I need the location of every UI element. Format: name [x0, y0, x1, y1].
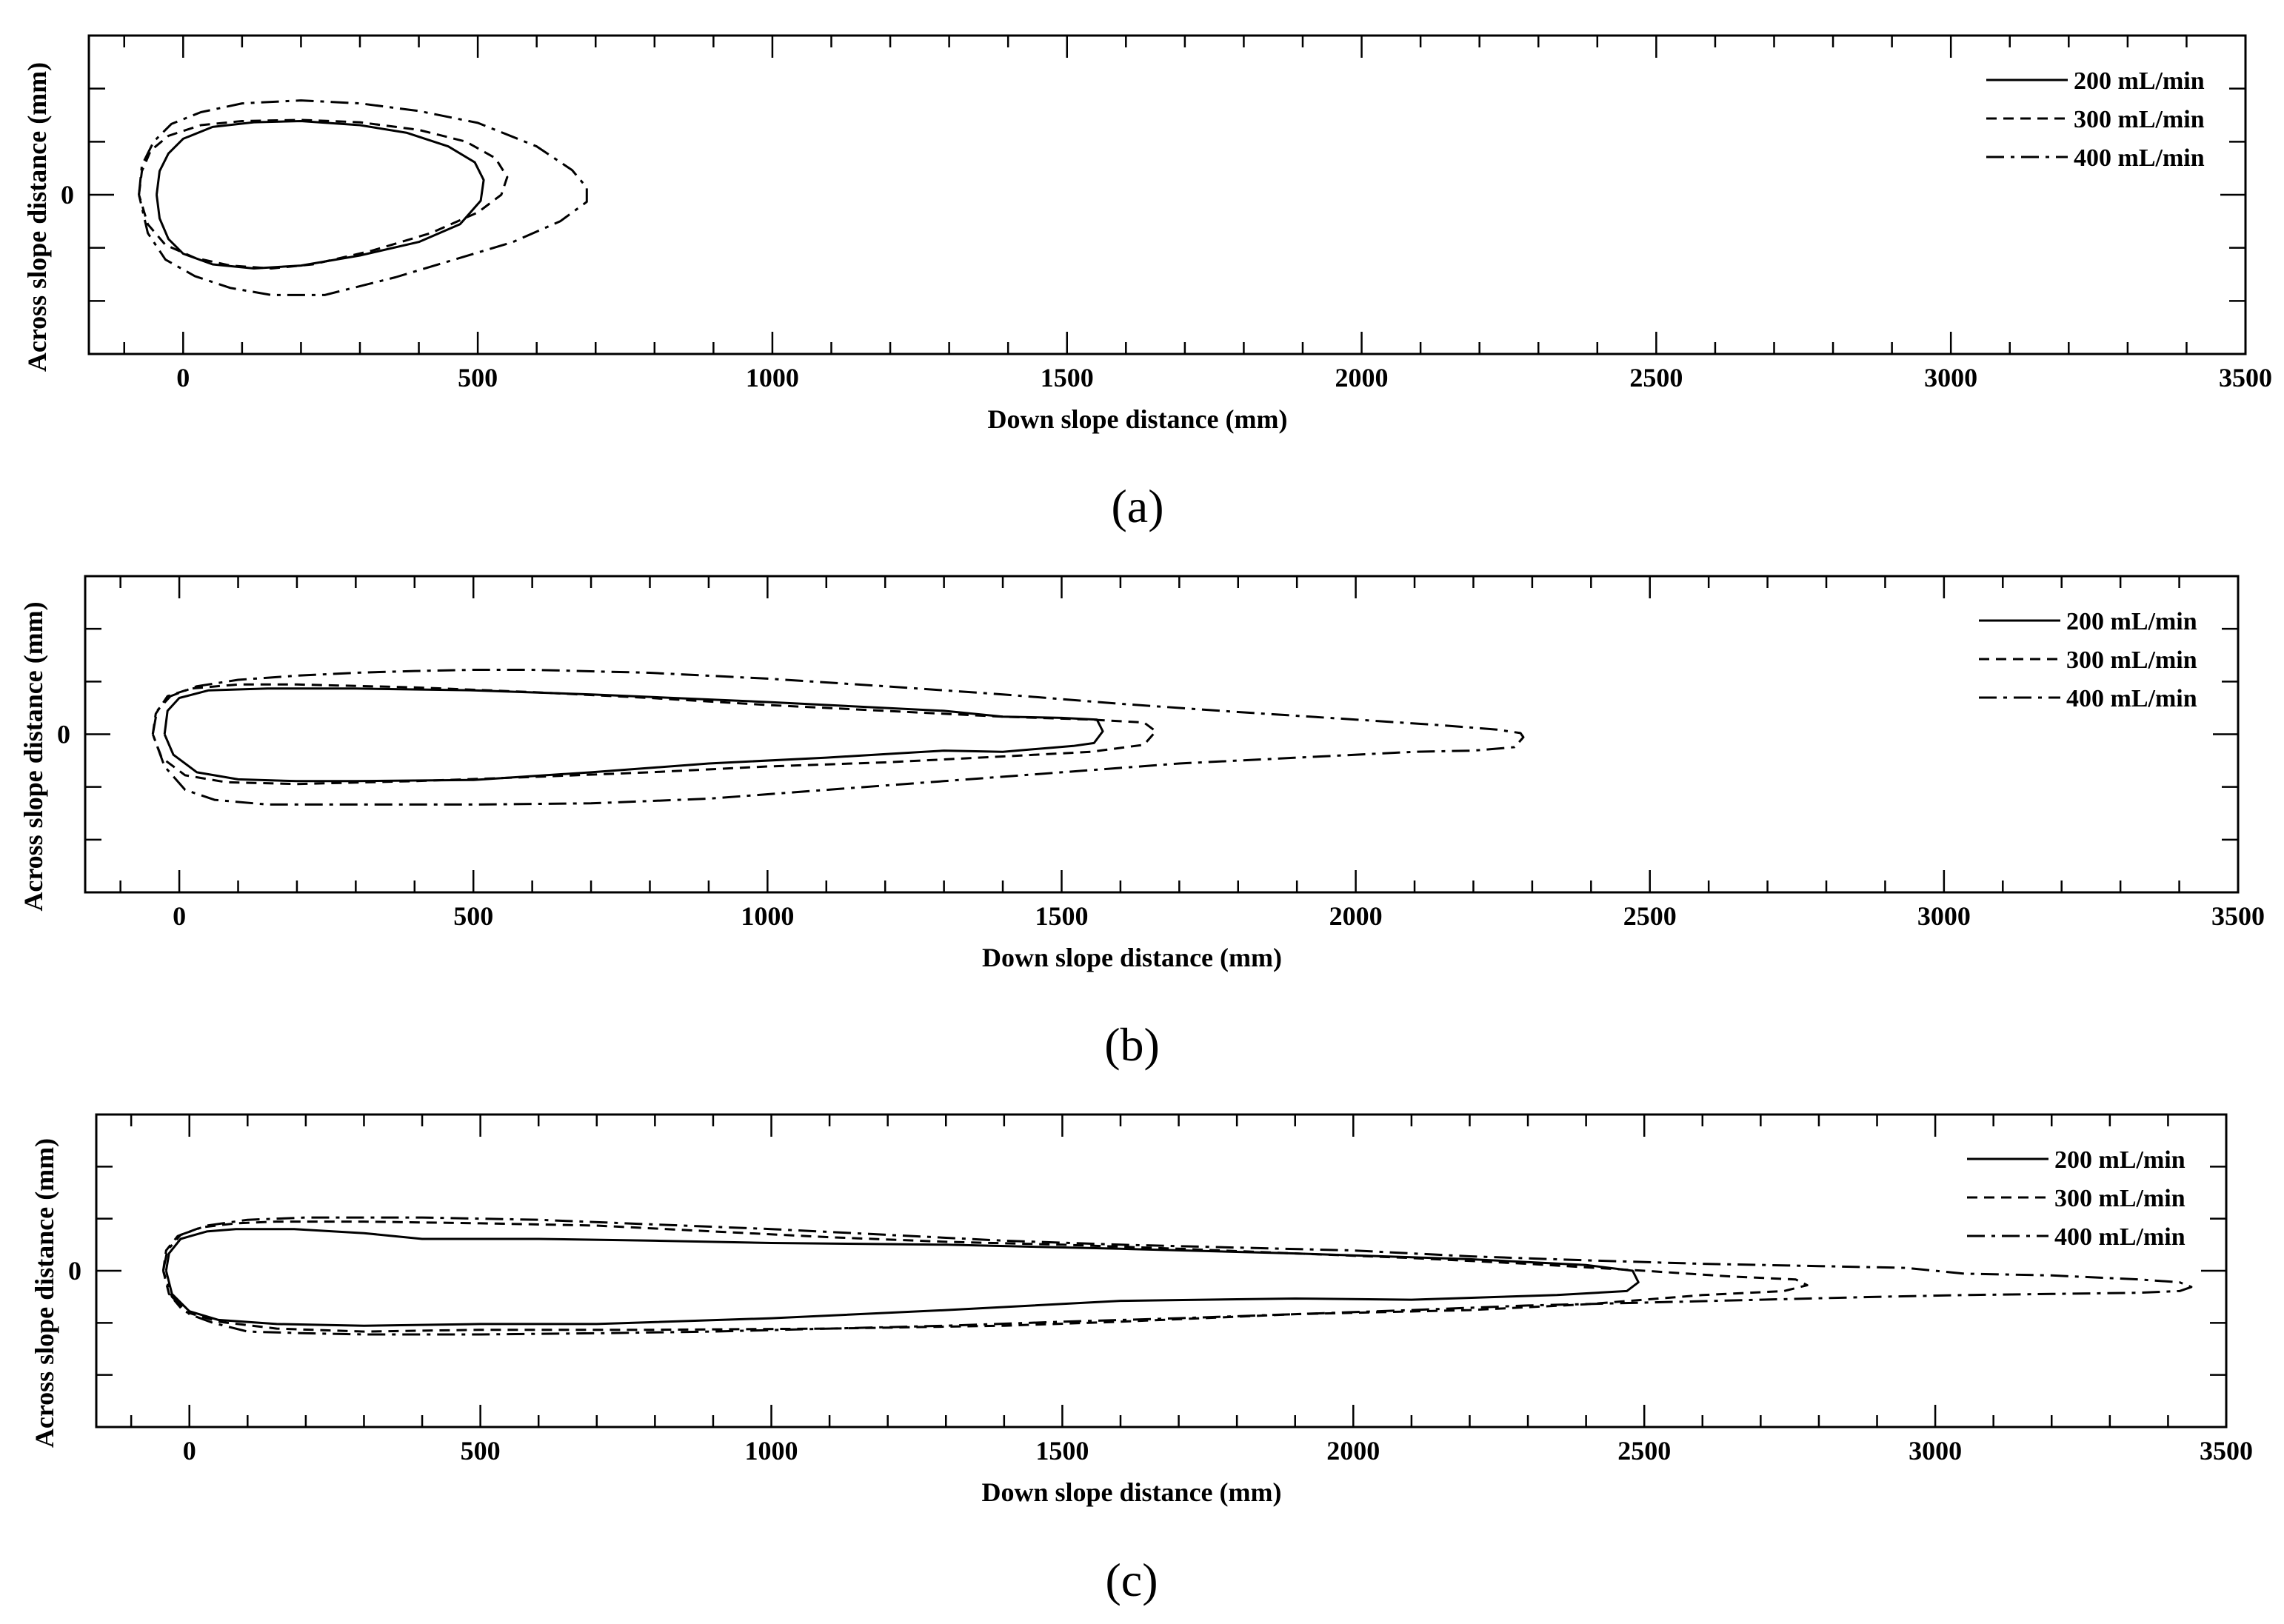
- x-tick-label: 3500: [2200, 1436, 2253, 1466]
- x-tick-label: 1000: [741, 901, 794, 931]
- panel-label: (a): [1111, 480, 1163, 532]
- legend-label: 200 mL/min: [2066, 608, 2197, 635]
- series-line-200-ml-min: [156, 120, 485, 270]
- x-tick-label: 2000: [1329, 901, 1383, 931]
- series-line-400-ml-min: [161, 1216, 2193, 1336]
- x-tick-label: 0: [173, 901, 186, 931]
- legend-label: 300 mL/min: [2054, 1185, 2186, 1212]
- x-axis-label: Down slope distance (mm): [982, 1477, 1282, 1507]
- x-tick-label: 3000: [1924, 363, 1977, 392]
- x-tick-label: 500: [453, 901, 493, 931]
- legend-label: 300 mL/min: [2066, 646, 2197, 674]
- y-tick-label: 0: [61, 180, 74, 210]
- plot-frame: [84, 575, 2240, 894]
- x-tick-label: 2500: [1623, 901, 1677, 931]
- legend-label: 200 mL/min: [2074, 67, 2205, 95]
- series-line-400-ml-min: [151, 669, 1525, 806]
- x-tick-label: 3000: [1917, 901, 1971, 931]
- x-tick-label: 500: [461, 1436, 501, 1466]
- x-tick-label: 2500: [1629, 363, 1683, 392]
- panel-label: (b): [1104, 1018, 1160, 1071]
- x-axis-label: Down slope distance (mm): [982, 943, 1282, 972]
- x-tick-label: 1000: [745, 1436, 798, 1466]
- y-tick-label: 0: [68, 1256, 81, 1286]
- x-tick-label: 2000: [1326, 1436, 1380, 1466]
- y-axis-label: Across slope distance (mm): [30, 1138, 59, 1448]
- series-line-300-ml-min: [161, 1220, 1809, 1333]
- x-tick-label: 3000: [1909, 1436, 1962, 1466]
- chart-panel-c: 0 500 1000 1500 2000 2500 3000 3500 0 Down slope …: [30, 1113, 2253, 1507]
- chart-panel-a: 0 500 1000 1500 2000 2500 3000 3500 0 Down slope …: [22, 34, 2272, 434]
- y-axis-label: Across slope distance (mm): [19, 601, 48, 911]
- x-tick-label: 3500: [2211, 901, 2265, 931]
- legend-label: 300 mL/min: [2074, 106, 2205, 133]
- series-line-400-ml-min: [138, 99, 588, 296]
- x-tick-label: 2000: [1335, 363, 1389, 392]
- y-tick-label: 0: [57, 720, 70, 749]
- chart-panel-b: 0 500 1000 1500 2000 2500 3000 3500 0 Down slope …: [19, 575, 2265, 972]
- x-tick-label: 0: [176, 363, 190, 392]
- x-tick-label: 1500: [1041, 363, 1094, 392]
- series-line-200-ml-min: [163, 687, 1104, 783]
- legend-label: 400 mL/min: [2074, 144, 2205, 172]
- panel-label: (c): [1105, 1554, 1158, 1606]
- x-tick-label: 0: [183, 1436, 196, 1466]
- series-line-300-ml-min: [138, 118, 509, 270]
- plot-frame: [87, 34, 2247, 355]
- x-tick-label: 1500: [1035, 1436, 1089, 1466]
- legend-label: 200 mL/min: [2054, 1146, 2186, 1174]
- y-axis-label: Across slope distance (mm): [22, 62, 52, 372]
- x-tick-label: 1500: [1035, 901, 1088, 931]
- x-tick-label: 500: [458, 363, 498, 392]
- x-axis-label: Down slope distance (mm): [988, 404, 1288, 434]
- series-line-300-ml-min: [151, 683, 1158, 786]
- series-line-200-ml-min: [164, 1228, 1640, 1327]
- x-tick-label: 3500: [2219, 363, 2272, 392]
- legend-label: 400 mL/min: [2054, 1223, 2186, 1251]
- plot-frame: [95, 1113, 2228, 1428]
- x-tick-label: 2500: [1617, 1436, 1671, 1466]
- legend-label: 400 mL/min: [2066, 685, 2197, 712]
- x-tick-label: 1000: [746, 363, 799, 392]
